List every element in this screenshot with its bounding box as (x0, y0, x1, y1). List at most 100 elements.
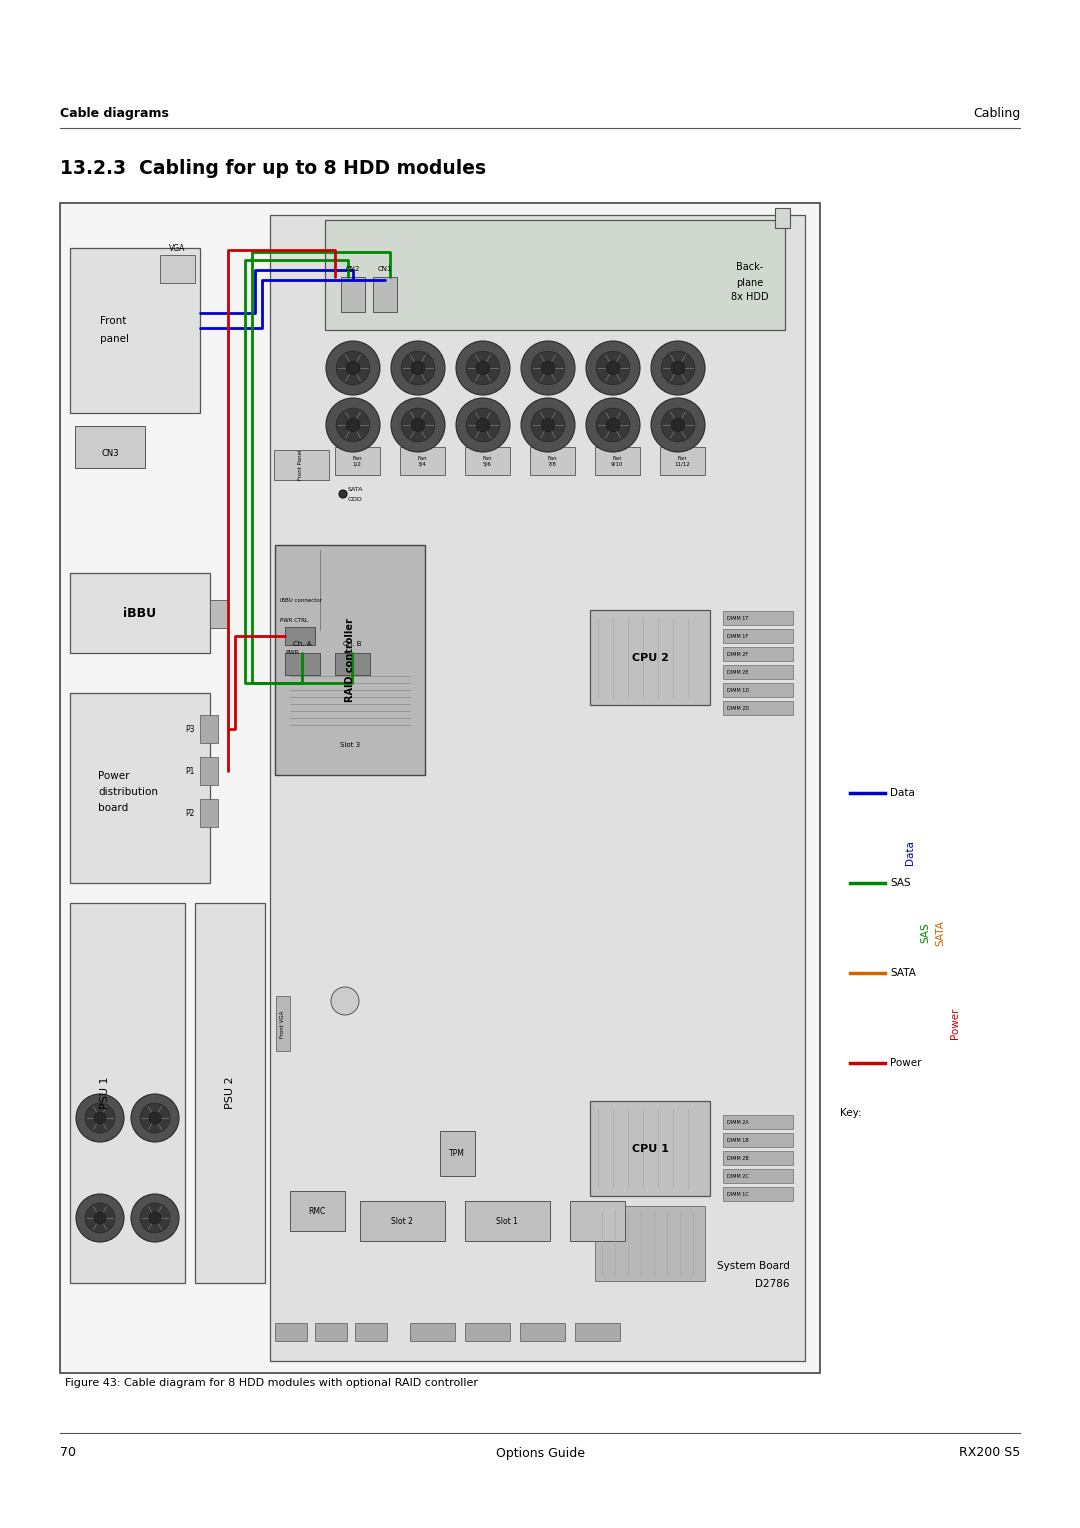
Bar (723, 1187, 793, 1201)
Circle shape (456, 397, 510, 452)
Bar (341, 277, 365, 312)
Circle shape (476, 419, 489, 432)
Text: RMC: RMC (309, 1207, 326, 1215)
Bar (595, 448, 640, 475)
Text: SAS: SAS (920, 923, 930, 943)
Circle shape (411, 361, 424, 374)
Bar (325, 220, 785, 330)
Circle shape (402, 408, 435, 442)
Bar (275, 545, 426, 775)
Text: Data: Data (905, 840, 915, 865)
Text: Ch. B: Ch. B (342, 642, 361, 646)
Circle shape (586, 341, 640, 396)
Bar (723, 1115, 793, 1129)
Circle shape (326, 341, 380, 396)
Bar (276, 996, 291, 1051)
Bar (285, 652, 320, 675)
Text: VGA: VGA (168, 244, 185, 254)
Text: Cabling: Cabling (973, 107, 1020, 119)
Bar (465, 1323, 510, 1342)
Circle shape (140, 1103, 170, 1132)
Bar (200, 715, 218, 743)
Bar (723, 665, 793, 678)
Text: System Board: System Board (717, 1261, 789, 1271)
Text: RX200 S5: RX200 S5 (959, 1447, 1020, 1459)
Bar (660, 448, 705, 475)
Text: DIMM 1T: DIMM 1T (727, 616, 748, 620)
Text: Fan
1/2: Fan 1/2 (352, 455, 362, 466)
Bar (373, 277, 397, 312)
Bar (335, 652, 370, 675)
Circle shape (521, 341, 575, 396)
Text: DIMM 2E: DIMM 2E (727, 669, 748, 674)
Bar (335, 448, 380, 475)
Text: Front VGA: Front VGA (281, 1010, 285, 1038)
Text: TPM: TPM (449, 1149, 464, 1158)
Bar (210, 601, 228, 628)
Bar (723, 701, 793, 715)
Text: DIMM 1C: DIMM 1C (727, 1192, 748, 1196)
Circle shape (541, 361, 555, 374)
Text: P3: P3 (186, 724, 195, 733)
Text: DIMM 2B: DIMM 2B (727, 1155, 748, 1160)
Bar (275, 1323, 307, 1342)
Bar (590, 610, 710, 704)
Text: 8x HDD: 8x HDD (731, 292, 769, 303)
Bar (723, 1132, 793, 1148)
Text: Key:: Key: (840, 1108, 862, 1118)
Circle shape (586, 397, 640, 452)
Circle shape (94, 1112, 106, 1125)
Bar (723, 630, 793, 643)
Circle shape (467, 408, 500, 442)
Circle shape (541, 419, 555, 432)
Circle shape (521, 397, 575, 452)
Bar (410, 1323, 455, 1342)
Text: Fan
9/10: Fan 9/10 (611, 455, 623, 466)
Text: PWR CTRL: PWR CTRL (280, 617, 308, 622)
Text: CN1: CN1 (378, 266, 392, 272)
Text: DIMM 2A: DIMM 2A (727, 1120, 748, 1125)
Circle shape (391, 397, 445, 452)
Circle shape (651, 397, 705, 452)
Circle shape (596, 351, 630, 385)
Circle shape (672, 361, 685, 374)
Text: CN3: CN3 (102, 449, 119, 457)
Bar (400, 448, 445, 475)
Text: iBBU connector: iBBU connector (280, 597, 322, 602)
Text: Slot 1: Slot 1 (496, 1216, 518, 1225)
Text: SATA: SATA (348, 486, 363, 492)
Text: Power: Power (890, 1057, 921, 1068)
Circle shape (131, 1094, 179, 1141)
Text: iBBU: iBBU (123, 607, 157, 619)
Text: Front: Front (100, 315, 126, 325)
Bar (70, 573, 210, 652)
Text: ODD: ODD (348, 497, 363, 501)
Circle shape (531, 351, 565, 385)
Circle shape (467, 351, 500, 385)
Text: 70: 70 (60, 1447, 76, 1459)
Circle shape (672, 419, 685, 432)
Bar (570, 1201, 625, 1241)
Text: DIMM 2D: DIMM 2D (727, 706, 750, 711)
Circle shape (330, 987, 359, 1015)
Circle shape (402, 351, 435, 385)
Text: SAS: SAS (890, 879, 910, 888)
Bar (723, 1169, 793, 1183)
Text: P2: P2 (186, 808, 195, 817)
Circle shape (456, 341, 510, 396)
Text: Slot 2: Slot 2 (391, 1216, 413, 1225)
Text: Fan
5/6: Fan 5/6 (482, 455, 491, 466)
Circle shape (391, 341, 445, 396)
Circle shape (76, 1193, 124, 1242)
Circle shape (336, 351, 369, 385)
Text: DIMM 1D: DIMM 1D (727, 688, 750, 692)
Bar (274, 451, 329, 480)
Circle shape (336, 408, 369, 442)
Text: 13.2.3  Cabling for up to 8 HDD modules: 13.2.3 Cabling for up to 8 HDD modules (60, 159, 486, 177)
Text: DIMM 1B: DIMM 1B (727, 1137, 748, 1143)
Circle shape (411, 419, 424, 432)
Text: panel: panel (100, 333, 129, 344)
Bar (723, 683, 793, 697)
Bar (160, 255, 195, 283)
Circle shape (347, 361, 360, 374)
